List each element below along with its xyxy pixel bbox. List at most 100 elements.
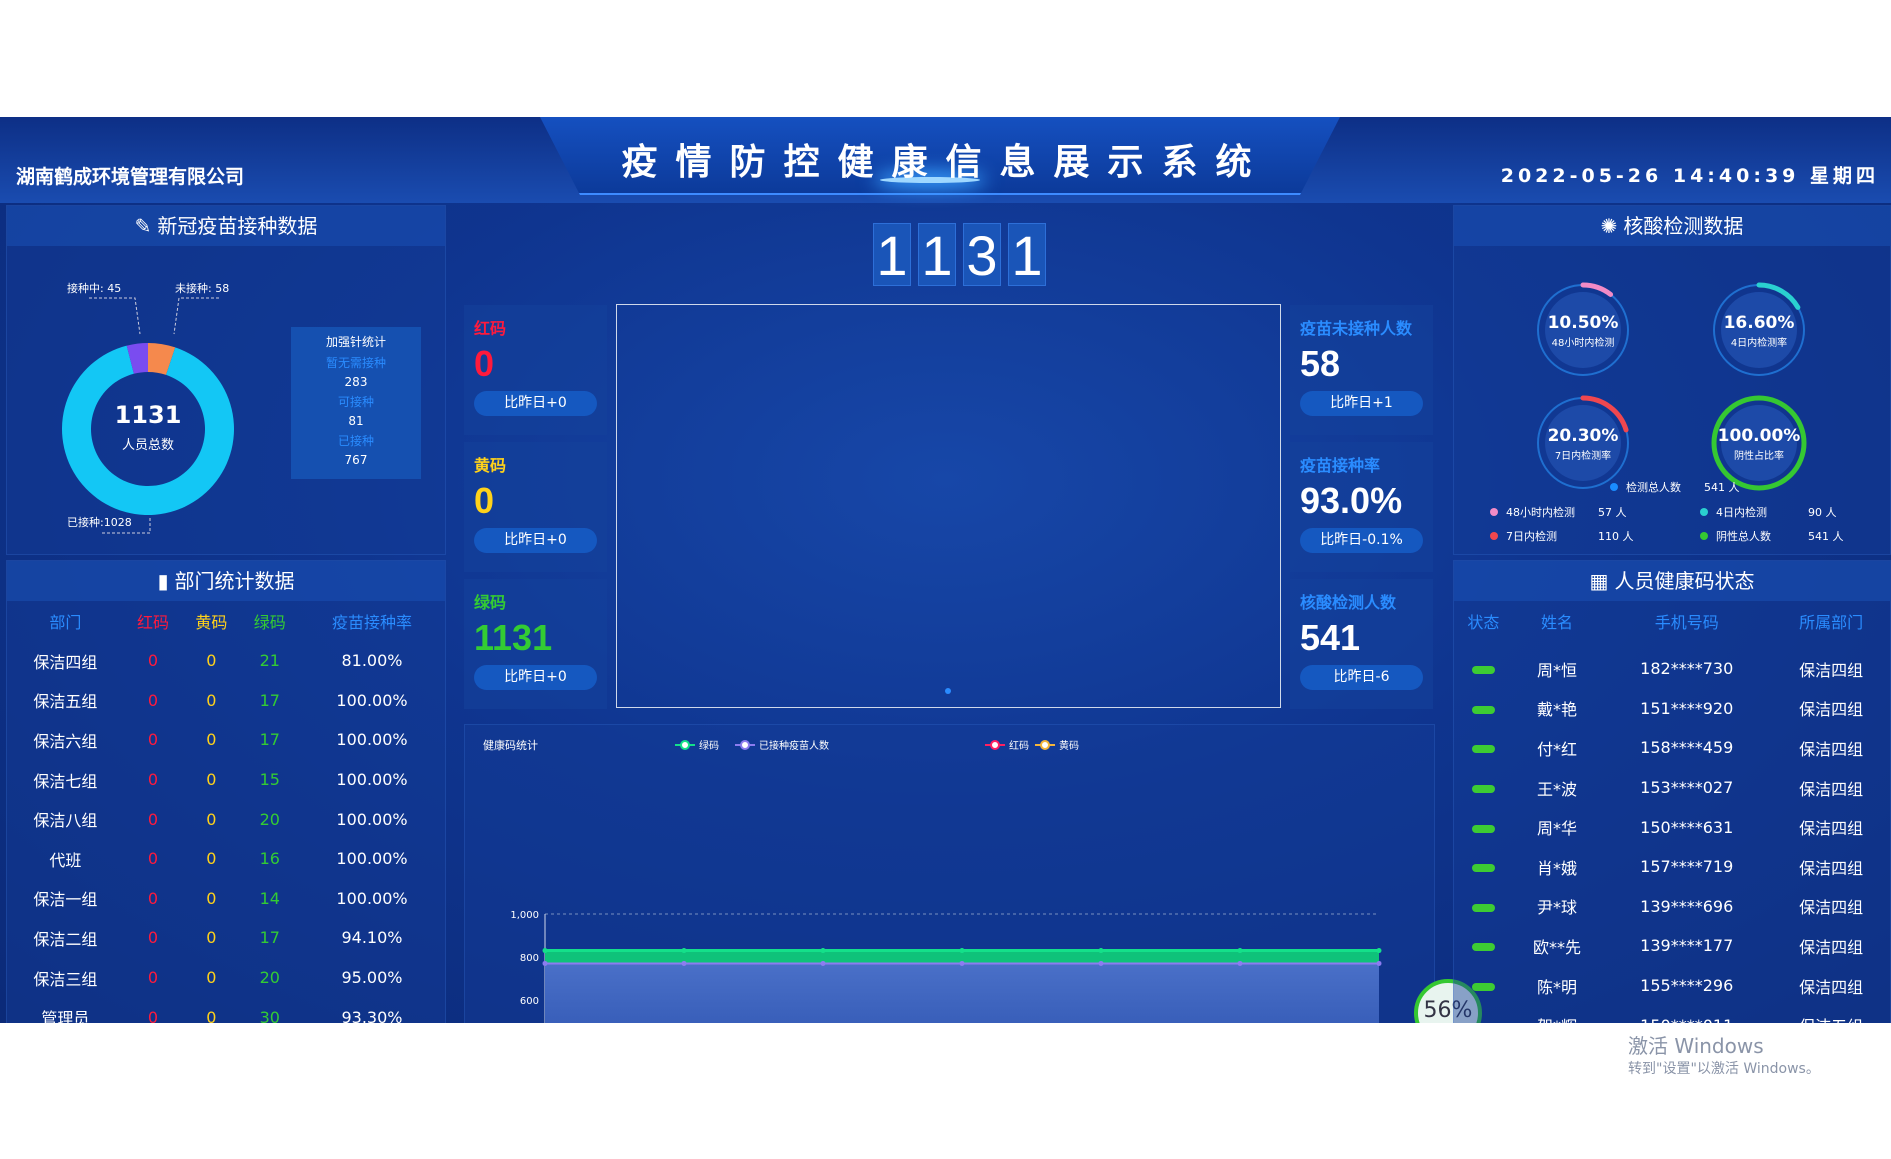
table-row: 尹*球 139****696 保洁四组 xyxy=(1454,887,1890,927)
health-cell: 周*恒 xyxy=(1536,660,1577,680)
data-point[interactable] xyxy=(542,960,548,966)
gauge-arc xyxy=(1756,282,1801,310)
booster-item-label: 暂无需接种 xyxy=(325,356,386,370)
green-area xyxy=(545,950,1379,964)
gauge-arc xyxy=(1711,395,1807,491)
dept-cell: 保洁八组 xyxy=(33,811,98,831)
table-row: 戴*艳 151****920 保洁四组 xyxy=(1454,689,1890,729)
gauge-label: 阴性占比率 xyxy=(1734,449,1784,462)
gauge-label: 7日内检测率 xyxy=(1555,449,1611,462)
nucleic-legend-label: 4日内检测 xyxy=(1716,505,1767,519)
dept-cell: 0 xyxy=(147,770,159,790)
company-name: 湖南鹤成环境管理有限公司 xyxy=(16,166,245,188)
health-status-pill xyxy=(1471,705,1495,714)
data-point[interactable] xyxy=(1098,948,1104,954)
dept-panel: ▮ 部门统计数据 部门 红码 黄码 绿码 疫苗接种率 保洁四组 0 0 21 81.00% 保洁五组 0… xyxy=(6,560,446,1023)
donut-slice[interactable] xyxy=(126,343,148,374)
gauge-inner xyxy=(1545,292,1621,368)
nucleic-panel-title: ✺ 核酸检测数据 xyxy=(1454,206,1890,246)
gauge-label: 48小时内检测 xyxy=(1552,336,1615,349)
dept-cell: 0 xyxy=(206,1007,217,1023)
data-point[interactable] xyxy=(1237,948,1243,954)
page-title: 疫情防控健康信息展示系统 xyxy=(621,142,1270,183)
donut-label-in-progress: 接种中: 45 xyxy=(67,281,121,295)
legend-dot xyxy=(1490,532,1498,540)
data-point[interactable] xyxy=(1098,960,1104,966)
counter-digit: 3 xyxy=(963,223,1001,287)
dept-cell: 17 xyxy=(259,690,280,710)
table-row: 陈*明 155****296 保洁四组 xyxy=(1454,966,1890,1006)
data-point[interactable] xyxy=(542,948,548,954)
leader-line xyxy=(89,297,141,335)
health-cell: 贺*辉 xyxy=(1513,1005,1601,1023)
status-cell xyxy=(1454,966,1513,1006)
chart-legend-item[interactable]: 红码 xyxy=(1009,739,1029,752)
booster-item-value: 81 xyxy=(348,414,364,428)
chart-legend-item[interactable]: 绿码 xyxy=(699,739,719,752)
stat-card-compare: 比昨日-0.1% xyxy=(1300,528,1423,553)
donut-slice[interactable] xyxy=(62,345,235,515)
health-cell: 157****719 xyxy=(1640,857,1734,877)
data-point[interactable] xyxy=(820,948,826,954)
dept-cell: 17 xyxy=(259,928,280,948)
table-row: 周*华 150****631 保洁四组 xyxy=(1454,807,1890,847)
data-point[interactable] xyxy=(959,948,965,954)
table-row: 欧**先 139****177 保洁四组 xyxy=(1454,926,1890,966)
status-cell xyxy=(1454,649,1513,689)
legend-marker xyxy=(990,740,1000,750)
booster-list: 暂无需接种 283 可接种 81 已接种 767 xyxy=(291,354,421,467)
table-row: 肖*娥 157****719 保洁四组 xyxy=(1454,847,1890,887)
health-cell: 139****696 xyxy=(1640,896,1734,916)
legend-marker xyxy=(1040,740,1050,750)
nucleic-panel: ✺ 核酸检测数据 10.50% 48小时内检测 16.60% 4日内检测率 20.30% 7… xyxy=(1453,205,1891,555)
chart-legend-item[interactable]: 黄码 xyxy=(1059,739,1079,752)
status-cell xyxy=(1454,926,1513,966)
stat-card-label: 疫苗未接种人数 xyxy=(1300,319,1413,338)
chart-title: 健康码统计 xyxy=(483,738,538,752)
dept-cell: 30 xyxy=(259,1007,280,1023)
booster-item-label: 已接种 xyxy=(337,434,374,448)
health-cell: 保洁五组 xyxy=(1772,1005,1890,1023)
table-row: 保洁二组 0 0 17 94.10% xyxy=(7,918,445,958)
chart-legend-item[interactable]: 已接种疫苗人数 xyxy=(759,739,829,752)
legend-dot xyxy=(1700,532,1708,540)
nucleic-legend-value: 90 人 xyxy=(1808,506,1837,519)
stat-card-compare: 比昨日-6 xyxy=(1300,665,1423,690)
windows-watermark: 激活 Windows xyxy=(1628,1034,1764,1058)
health-status-pill xyxy=(1471,864,1495,873)
health-cell: 肖*娥 xyxy=(1536,858,1577,878)
dept-cell: 0 xyxy=(147,928,159,948)
stat-card-compare: 比昨日+0 xyxy=(474,528,597,553)
qr-code-icon: ▦ xyxy=(1589,569,1609,593)
data-point[interactable] xyxy=(820,960,826,966)
dept-col-header: 绿码 xyxy=(253,613,286,632)
dept-cell: 15 xyxy=(259,770,280,790)
dept-table: 部门 红码 黄码 绿码 疫苗接种率 保洁四组 0 0 21 81.00% 保洁五组 0 0 17 100.0… xyxy=(7,601,445,1023)
legend-marker xyxy=(680,740,690,750)
data-point[interactable] xyxy=(1376,948,1382,954)
bar-chart-icon: ▮ xyxy=(157,569,169,593)
donut-slice[interactable] xyxy=(148,343,176,375)
dept-cell: 0 xyxy=(147,1007,159,1023)
dept-cell: 100.00% xyxy=(336,730,408,750)
data-point[interactable] xyxy=(1237,960,1243,966)
data-point[interactable] xyxy=(959,960,965,966)
data-point[interactable] xyxy=(681,948,687,954)
stat-card: 核酸检测人数 541 比昨日-6 xyxy=(1290,579,1433,709)
stat-card-label: 绿码 xyxy=(474,593,507,612)
gauge-value: 10.50% xyxy=(1548,313,1619,333)
dept-cell: 0 xyxy=(147,651,159,671)
data-point[interactable] xyxy=(681,960,687,966)
counter-digit: 1 xyxy=(1008,223,1046,287)
gauge-label: 4日内检测率 xyxy=(1731,336,1787,349)
stat-card: 绿码 1131 比昨日+0 xyxy=(464,579,607,709)
dept-cell: 0 xyxy=(147,730,159,750)
health-panel-title: ▦ 人员健康码状态 xyxy=(1454,561,1890,601)
health-cell: 保洁四组 xyxy=(1799,739,1864,759)
vaccine-title-text: 新冠疫苗接种数据 xyxy=(157,214,318,238)
dept-cell: 0 xyxy=(147,888,159,908)
dept-cell: 0 xyxy=(147,968,159,988)
carousel-dot[interactable] xyxy=(945,688,951,694)
stat-card-compare: 比昨日+0 xyxy=(474,391,597,416)
data-point[interactable] xyxy=(1376,960,1382,966)
